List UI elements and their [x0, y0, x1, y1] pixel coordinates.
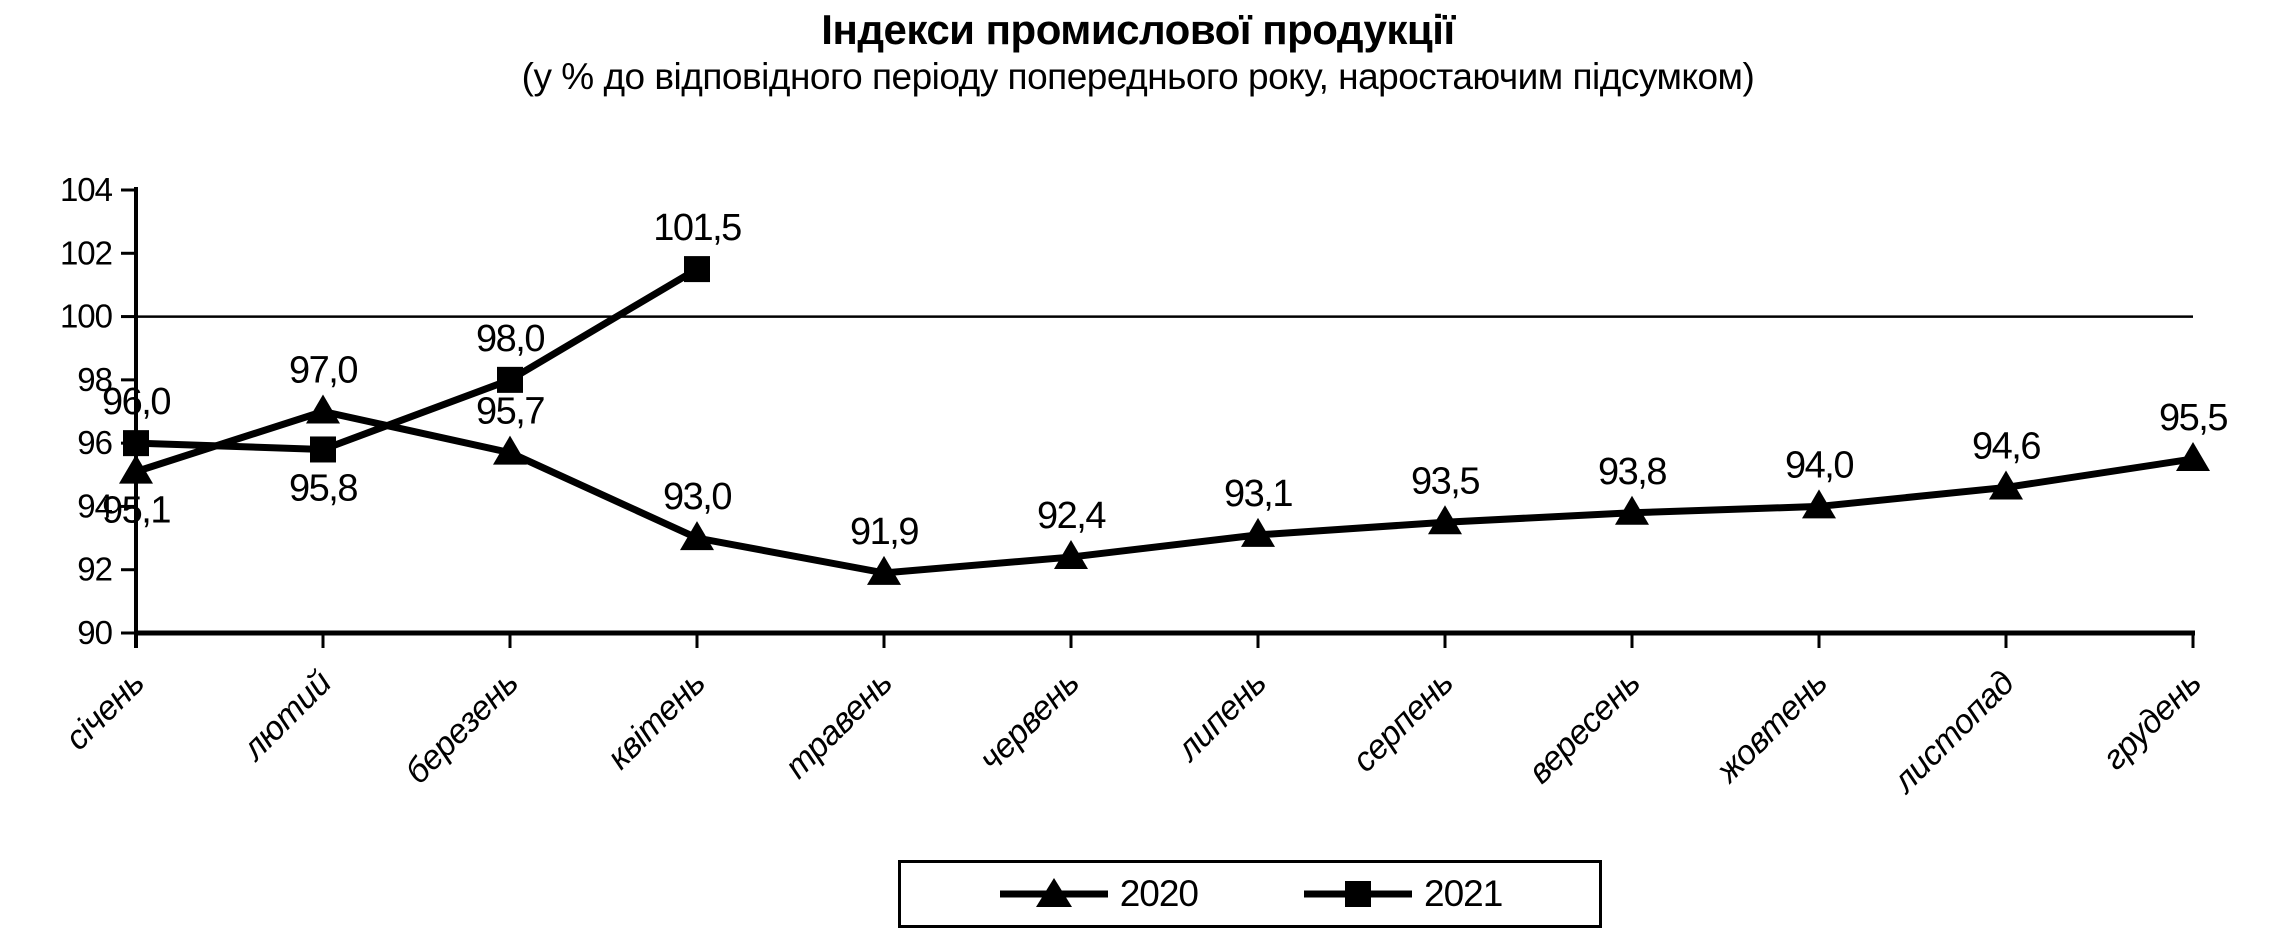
data-label-2020: 93,8	[1598, 451, 1666, 493]
x-category-label: квітень	[600, 664, 713, 777]
series-2020-marker	[306, 394, 340, 424]
series-2021-marker	[684, 256, 710, 283]
data-label-2021: 95,8	[289, 467, 357, 509]
square-marker-icon	[1304, 881, 1412, 907]
triangle-marker-icon	[999, 878, 1108, 907]
data-label-2020: 94,0	[1785, 444, 1853, 486]
series-2020-marker	[119, 454, 153, 484]
series-2021-line	[135, 266, 699, 453]
y-tick-label: 102	[60, 234, 112, 271]
x-category-label: липень	[1168, 664, 1274, 770]
data-label-2021: 101,5	[653, 207, 741, 249]
series-2020-marker	[680, 521, 714, 551]
data-label-2020: 95,1	[102, 490, 170, 532]
y-tick-label: 96	[77, 424, 112, 461]
series-2020-marker	[1241, 517, 1275, 547]
chart-title: Індекси промислової продукції	[821, 6, 1455, 53]
y-tick-label: 100	[60, 298, 113, 335]
x-category-label: червень	[972, 664, 1087, 779]
series-2020-marker	[1802, 489, 1836, 519]
series-2020-marker	[493, 435, 527, 465]
data-label-2020: 95,5	[2159, 397, 2227, 439]
data-label-2020: 93,1	[1224, 473, 1292, 515]
data-label-2020: 94,6	[1972, 425, 2040, 467]
x-category-label: травень	[777, 664, 899, 786]
series-2020-marker	[1989, 470, 2023, 500]
data-label-2020: 93,5	[1411, 460, 1479, 502]
legend: 2020 2021	[898, 860, 1602, 928]
data-label-2020: 93,0	[663, 476, 731, 518]
y-tick-label: 92	[77, 551, 112, 588]
x-category-label: листопад	[1884, 664, 2021, 801]
x-category-label: березень	[398, 664, 526, 792]
series-2020-marker	[1054, 540, 1088, 570]
x-category-label: жовтень	[1707, 664, 1834, 791]
y-tick-label: 90	[77, 614, 112, 651]
series-2021-marker	[123, 430, 149, 457]
y-tick-label: 104	[60, 171, 113, 208]
data-label-2021: 96,0	[102, 381, 170, 423]
data-label-2021: 98,0	[476, 318, 544, 360]
data-label-2020: 91,9	[850, 511, 918, 553]
series-2021-marker	[310, 436, 336, 463]
legend-label-2021: 2021	[1424, 873, 1503, 914]
series-2020-marker	[2176, 441, 2210, 471]
y-tick-label: 94	[77, 487, 112, 524]
y-tick-label: 98	[77, 361, 112, 398]
series-2021-marker	[497, 366, 523, 393]
series-2020-marker	[1615, 495, 1649, 525]
data-label-2020: 97,0	[289, 350, 357, 392]
x-category-label: серпень	[1345, 664, 1461, 780]
x-category-label: січень	[58, 664, 152, 758]
data-label-2020: 92,4	[1037, 495, 1106, 537]
series-2020-marker	[867, 555, 901, 585]
x-category-label: лютий	[234, 663, 339, 768]
legend-label-2020: 2020	[1119, 873, 1199, 914]
series-2020-marker	[1428, 505, 1462, 535]
x-category-label: вересень	[1520, 664, 1647, 791]
x-category-label: грудень	[2095, 664, 2208, 777]
series-2020-line	[134, 407, 2194, 577]
data-label-2020: 95,7	[476, 391, 544, 433]
chart-subtitle: (у % до відповідного періоду попередньог…	[521, 56, 1755, 97]
legend-entry-2021: 2021	[1302, 873, 1503, 915]
legend-entry-2020: 2020	[998, 873, 1199, 915]
